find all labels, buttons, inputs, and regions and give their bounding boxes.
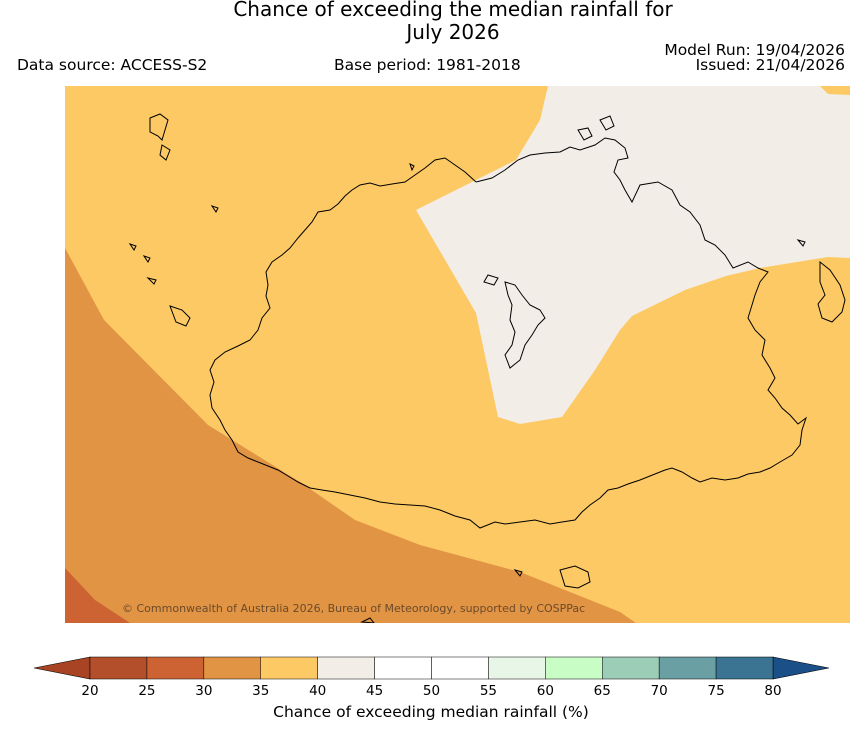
colorbar-bin-65-70 — [602, 656, 660, 680]
colorbar-label: Chance of exceeding median rainfall (%) — [273, 703, 589, 721]
zone-40-45 — [416, 86, 850, 424]
colorbar-bin-55-60 — [488, 656, 546, 680]
colorbar-bin-20-25 — [89, 656, 148, 680]
issued-label: Issued: 21/04/2026 — [695, 56, 845, 74]
colorbar-bin-70-75 — [658, 656, 717, 680]
colorbar-bin-35-40 — [260, 656, 318, 680]
title-line-2: July 2026 — [406, 20, 500, 44]
colorbar-bin-40-45 — [317, 656, 375, 680]
colorbar-tick-label: 30 — [195, 683, 212, 699]
island-melville — [149, 113, 171, 161]
coastline — [209, 137, 807, 529]
island-small-east — [360, 239, 846, 623]
zone-25-30 — [65, 568, 130, 623]
copyright-notice: © Commonwealth of Australia 2026, Bureau… — [122, 602, 585, 615]
colorbar-tick-label: 45 — [366, 683, 383, 699]
map-area — [65, 86, 850, 623]
colorbar-bins — [89, 656, 774, 680]
colorbar-bin-25-30 — [146, 656, 205, 680]
colorbar-tick-label: 60 — [537, 683, 554, 699]
base-period-label: Base period: 1981-2018 — [334, 56, 521, 74]
colorbar-ticks: 20 25 30 35 40 45 50 55 60 65 70 75 80 — [81, 683, 781, 699]
chart-title: Chance of exceeding the median rainfall … — [0, 0, 862, 44]
colorbar: 20 25 30 35 40 45 50 55 60 65 70 75 80 — [33, 656, 830, 699]
colorbar-tick-label: 50 — [423, 683, 440, 699]
island-small-west — [128, 163, 415, 327]
island-wessel — [577, 115, 615, 141]
colorbar-bin-30-35 — [203, 656, 261, 680]
colorbar-tick-label: 55 — [480, 683, 497, 699]
colorbar-bin-50-55 — [431, 656, 489, 680]
colorbar-tick-label: 35 — [252, 683, 269, 699]
zone-30-35 — [65, 248, 636, 623]
colorbar-tick-label: 25 — [138, 683, 155, 699]
colorbar-tick-label: 40 — [309, 683, 326, 699]
colorbar-tick-label: 65 — [594, 683, 611, 699]
colorbar-bin-60-65 — [545, 656, 603, 680]
title-line-1: Chance of exceeding the median rainfall … — [233, 0, 673, 21]
colorbar-tick-label: 80 — [764, 683, 781, 699]
colorbar-bin-45-50 — [374, 656, 432, 680]
colorbar-bin-75-80 — [715, 656, 774, 680]
colorbar-tick-label: 20 — [81, 683, 98, 699]
island-groote — [483, 274, 546, 369]
model-run-label: Model Run: 19/04/2026 — [664, 41, 845, 59]
colorbar-low-extend — [33, 656, 91, 680]
colorbar-high-extend — [772, 656, 830, 680]
data-source-label: Data source: ACCESS-S2 — [17, 56, 208, 74]
colorbar-tick-label: 75 — [707, 683, 724, 699]
colorbar-tick-label: 70 — [651, 683, 668, 699]
